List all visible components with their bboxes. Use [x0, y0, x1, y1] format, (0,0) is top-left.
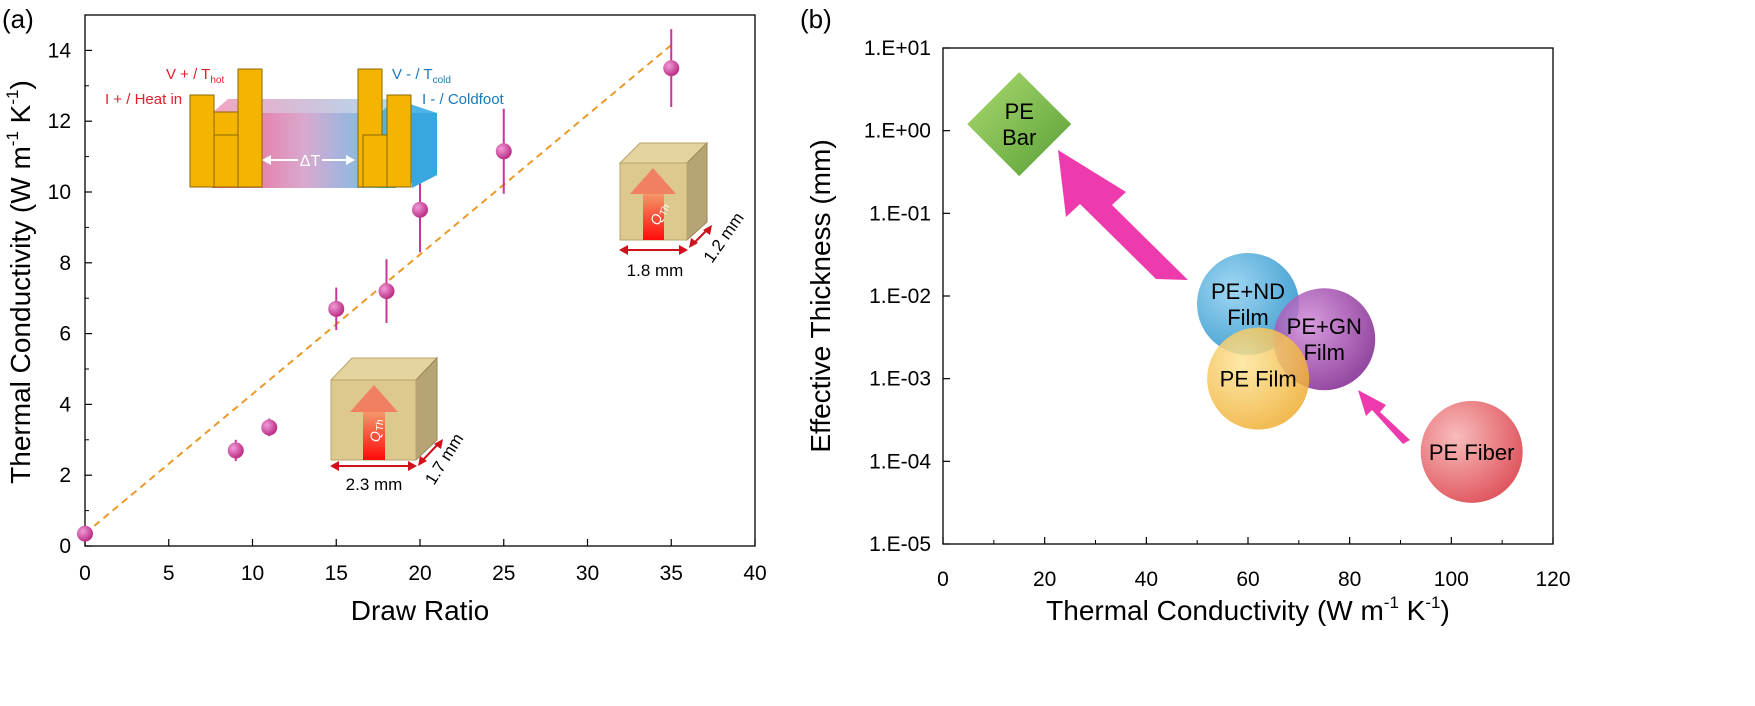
bubble-label: PE Film [1220, 367, 1297, 392]
x-tick-label: 0 [937, 568, 949, 591]
x-tick-label: 80 [1338, 568, 1361, 591]
data-point [495, 143, 512, 160]
bubble-label: PE+GN [1287, 314, 1362, 339]
y-tick-label: 1.E-05 [869, 533, 931, 556]
small-trend-arrow [1358, 390, 1410, 444]
bubble-label: PE Fiber [1429, 440, 1515, 465]
y-tick-label: 1.E+01 [864, 37, 931, 60]
panel-a-label: (a) [2, 4, 34, 34]
y-tick-label: 12 [48, 110, 71, 133]
y-tick-label: 8 [59, 252, 71, 275]
x-tick-label: 25 [492, 562, 515, 585]
y-tick-label: 4 [59, 393, 71, 416]
x-tick-label: 20 [408, 562, 431, 585]
material-bubble: PE Fiber [1420, 400, 1523, 503]
x-tick-label: 40 [743, 562, 766, 585]
flux-label-small: QTh [647, 200, 673, 228]
x-tick-label: 100 [1434, 568, 1469, 591]
x-tick-label: 15 [325, 562, 348, 585]
flux-label-large: QTh [367, 419, 386, 442]
panel-a: (a) 0 5 10 15 20 25 30 35 40 0 2 4 6 8 10 12 14 Draw Rat… [2, 4, 767, 626]
panel-a-y-axis-label: Thermal Conductivity (W m-1 K-1) [3, 80, 36, 484]
trend-arrows [1058, 150, 1410, 444]
x-tick-label: 10 [241, 562, 264, 585]
panel-b-label: (b) [800, 4, 832, 34]
panel-b: (b) 0 20 40 60 80 100 120 1.E-05 1.E-04 1.E-03 1.E… [800, 4, 1571, 626]
x-tick-label: 20 [1033, 568, 1056, 591]
large-trend-arrow [1058, 150, 1188, 280]
material-bubble: PE Film [1207, 327, 1310, 430]
panel-a-plot-frame [84, 14, 756, 547]
x-tick-label: 30 [576, 562, 599, 585]
bubble-label: Film [1303, 340, 1345, 365]
i-plus-label: I + / Heat in [105, 91, 182, 108]
panel-a-ticks: 0 5 10 15 20 25 30 35 40 0 2 4 6 8 10 12 14 [48, 39, 767, 585]
small-width-label: 1.8 mm [627, 261, 684, 280]
panel-b-x-axis-label: Thermal Conductivity (W m-1 K-1) [1046, 593, 1450, 626]
x-tick-label: 120 [1535, 568, 1570, 591]
data-point [412, 201, 428, 218]
panel-a-points [77, 29, 680, 542]
y-tick-label: 2 [59, 464, 71, 487]
panel-b-y-axis-label: Effective Thickness (mm) [805, 139, 836, 452]
v-plus-label: V + / Thot [166, 66, 224, 86]
bubble-label: Film [1227, 305, 1269, 330]
circle-marker [1420, 400, 1523, 503]
bubble-label: PE+ND [1211, 279, 1285, 304]
diamond-marker [967, 72, 1072, 177]
y-tick-label: 1.E-02 [869, 285, 931, 308]
y-tick-label: 1.E-04 [869, 450, 931, 473]
heat-flux-arrow-large [363, 411, 385, 460]
heat-flux-arrow-small [643, 193, 664, 240]
i-minus-label: I - / Coldfoot [422, 91, 505, 108]
y-tick-label: 0 [59, 535, 71, 558]
x-tick-label: 40 [1135, 568, 1158, 591]
x-tick-label: 5 [163, 562, 175, 585]
data-point [328, 300, 345, 317]
measurement-setup-inset: ΔT V + / Thot I + / Heat in V - / Tcold … [105, 66, 505, 188]
delta-t-label: ΔT [300, 153, 321, 170]
v-minus-label: V - / Tcold [392, 66, 451, 86]
bubble-label: PE [1005, 99, 1034, 124]
large-sample-cube: QTh 2.3 mm 1.7 mm [329, 356, 467, 494]
small-sample-cube: QTh 1.8 mm 1.2 mm [618, 141, 748, 280]
y-tick-label: 6 [59, 323, 71, 346]
panel-a-x-axis-label: Draw Ratio [351, 595, 489, 626]
bubble-label: Bar [1002, 125, 1036, 150]
y-tick-label: 1.E-03 [869, 368, 931, 391]
data-point [227, 442, 244, 459]
circle-marker [1197, 253, 1299, 356]
data-point [378, 283, 395, 300]
large-width-label: 2.3 mm [346, 475, 403, 494]
y-tick-label: 1.E+00 [864, 120, 931, 143]
data-point [77, 525, 93, 542]
x-tick-label: 60 [1236, 568, 1259, 591]
y-tick-label: 10 [48, 181, 71, 204]
panel-b-ticks: 0 20 40 60 80 100 120 1.E-05 1.E-04 1.E-03 1.E-02 1… [864, 37, 1571, 591]
data-point [663, 60, 680, 77]
x-tick-label: 0 [79, 562, 91, 585]
data-point [261, 419, 278, 436]
circle-marker [1207, 327, 1310, 430]
y-tick-label: 1.E-01 [869, 202, 931, 225]
y-tick-label: 14 [48, 39, 72, 62]
x-tick-label: 35 [660, 562, 683, 585]
